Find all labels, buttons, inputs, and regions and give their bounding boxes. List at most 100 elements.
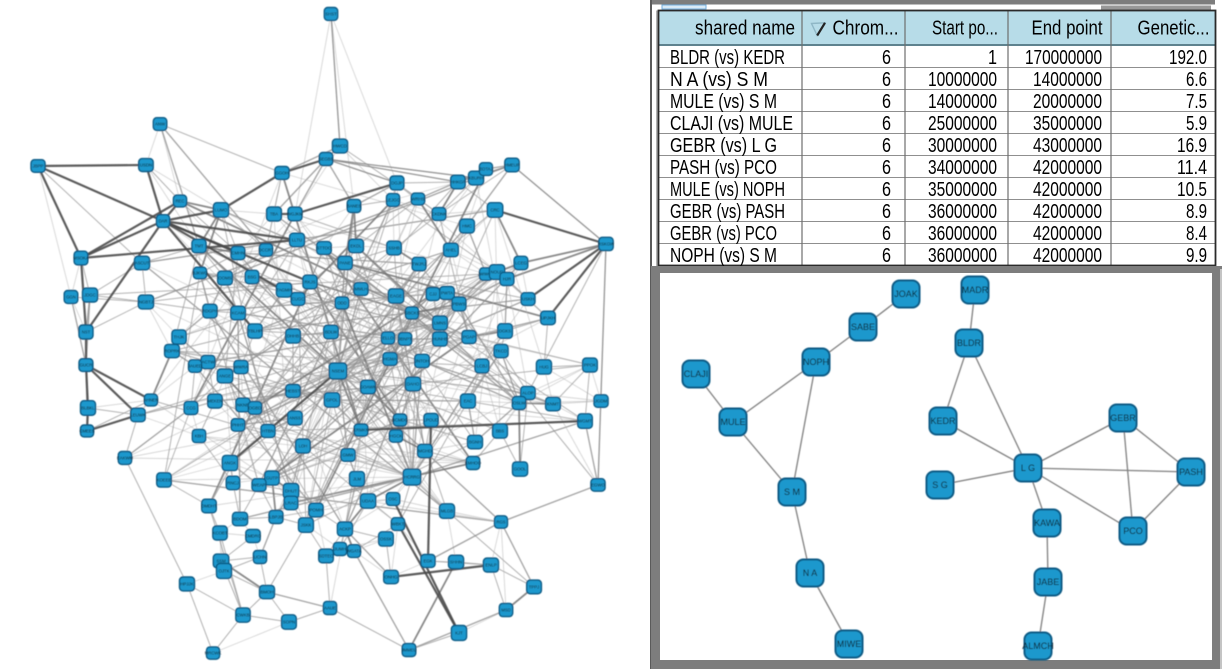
svg-text:SHST: SHST [325,12,337,17]
svg-text:CMDRO: CMDRO [245,534,262,539]
svg-text:LEJGO: LEJGO [386,198,401,203]
svg-text:JBNPT: JBNPT [398,337,412,342]
svg-text:NST: NST [82,330,91,335]
svg-text:BSG: BSG [247,275,257,280]
svg-text:MIWE: MIWE [837,639,862,649]
svg-text:TKCD: TKCD [495,349,507,354]
svg-text:KBH: KBH [195,434,204,439]
svg-text:EAKWM: EAKWM [117,456,134,461]
svg-text:HGCK: HGCK [390,434,403,439]
svg-text:DGKS: DGKS [499,329,511,334]
svg-text:WRHS: WRHS [411,197,424,202]
svg-text:KOEEE: KOEEE [157,478,172,483]
svg-text:KMHOO: KMHOO [465,461,482,466]
svg-text:PANE: PANE [339,261,351,266]
svg-text:S G: S G [932,480,948,490]
svg-text:NOUD: NOUD [491,270,504,275]
svg-text:LCEG: LCEG [515,261,527,266]
svg-text:DGJP: DGJP [391,181,403,186]
svg-text:RDGPH: RDGPH [202,309,218,314]
svg-text:N A: N A [803,568,818,578]
svg-text:42000000: 42000000 [1033,179,1102,201]
svg-text:HMEUP: HMEUP [504,163,520,168]
svg-text:BDOM: BDOM [234,517,247,522]
svg-text:BBS: BBS [496,429,505,434]
svg-text:SDTEC: SDTEC [319,554,334,559]
svg-text:NSEM: NSEM [332,369,345,374]
svg-text:WGJKM: WGJKM [287,212,303,217]
svg-text:CWKB: CWKB [237,613,250,618]
svg-text:DHHB: DHHB [287,334,299,339]
svg-text:POMH: POMH [310,508,323,513]
svg-text:34000000: 34000000 [928,157,997,179]
svg-text:KBURH: KBURH [468,176,483,181]
svg-text:KNMT: KNMT [547,402,560,407]
svg-text:S M: S M [784,487,800,497]
svg-text:HEBST: HEBST [286,389,301,394]
svg-text:TAGMH: TAGMH [276,288,291,293]
svg-text:EAC: EAC [464,399,473,404]
svg-text:AHEL: AHEL [445,248,457,253]
svg-text:OSLW: OSLW [513,401,526,406]
svg-text:USKH: USKH [522,297,534,302]
svg-text:ANSS: ANSS [289,416,301,421]
svg-text:JGDM: JGDM [595,399,608,404]
svg-text:LRAC: LRAC [285,501,296,506]
svg-text:AHNEN: AHNEN [143,398,158,403]
svg-text:JAUED: JAUED [188,364,202,369]
svg-text:ROPRK: ROPRK [164,349,179,354]
svg-text:UDAA: UDAA [362,499,374,504]
svg-text:GPOL: GPOL [326,398,339,403]
svg-text:42000000: 42000000 [1033,223,1102,245]
svg-text:CRC: CRC [490,208,499,213]
svg-text:43000000: 43000000 [1033,135,1102,157]
svg-text:KJT: KJT [455,631,463,636]
svg-text:ANGK: ANGK [224,461,236,466]
svg-text:ASCUT: ASCUT [135,261,150,266]
svg-text:ODD: ODD [337,301,347,306]
svg-text:TPPJ: TPPJ [529,585,540,590]
svg-text:20000000: 20000000 [1033,91,1102,113]
svg-text:MULE (vs) NOPH: MULE (vs) NOPH [670,179,785,201]
svg-text:6: 6 [882,91,891,113]
svg-text:1: 1 [988,47,997,69]
svg-text:WEAP: WEAP [253,483,266,488]
svg-text:CMHN: CMHN [232,251,245,256]
svg-text:BCMDG: BCMDG [392,418,409,423]
svg-text:HCRRG: HCRRG [404,475,420,480]
svg-text:GMW: GMW [343,453,355,458]
svg-text:6: 6 [882,47,891,69]
svg-text:6: 6 [882,69,891,91]
svg-text:L G: L G [1021,463,1035,473]
svg-text:WGATA: WGATA [346,549,361,554]
svg-text:SEGBS: SEGBS [319,157,334,162]
svg-text:JSKK: JSKK [301,523,312,528]
svg-text:HUG: HUG [539,365,549,370]
svg-text:RGS: RGS [496,520,505,525]
svg-text:WBKT: WBKT [392,522,405,527]
svg-text:JOAK: JOAK [894,289,918,299]
svg-text:GEBR (vs) PCO: GEBR (vs) PCO [670,223,777,245]
svg-text:OSC: OSC [388,497,397,502]
svg-text:6: 6 [882,223,891,245]
svg-text:BDLW: BDLW [325,330,338,335]
svg-text:MLGB: MLGB [441,509,453,514]
svg-text:KEDR: KEDR [930,416,956,426]
svg-text:BLDR: BLDR [957,338,982,348]
svg-text:HWCD: HWCD [333,144,346,149]
svg-text:OOMS: OOMS [218,276,231,281]
svg-text:THJK: THJK [174,335,185,340]
svg-text:6: 6 [882,245,891,266]
svg-text:PWTA: PWTA [441,291,453,296]
svg-text:GGN: GGN [66,295,76,300]
svg-text:OMDHT: OMDHT [201,504,217,509]
svg-text:MRCWK: MRCWK [205,651,222,656]
svg-text:9.9: 9.9 [1186,245,1207,266]
svg-text:ELLO: ELLO [383,336,395,341]
svg-text:PASH: PASH [1179,467,1203,477]
svg-text:ONHG: ONHG [385,575,399,580]
svg-text:PBWS: PBWS [453,302,466,307]
svg-text:6: 6 [882,135,891,157]
svg-text:JWWCN: JWWCN [478,272,494,277]
svg-text:GUCR: GUCR [80,363,93,368]
